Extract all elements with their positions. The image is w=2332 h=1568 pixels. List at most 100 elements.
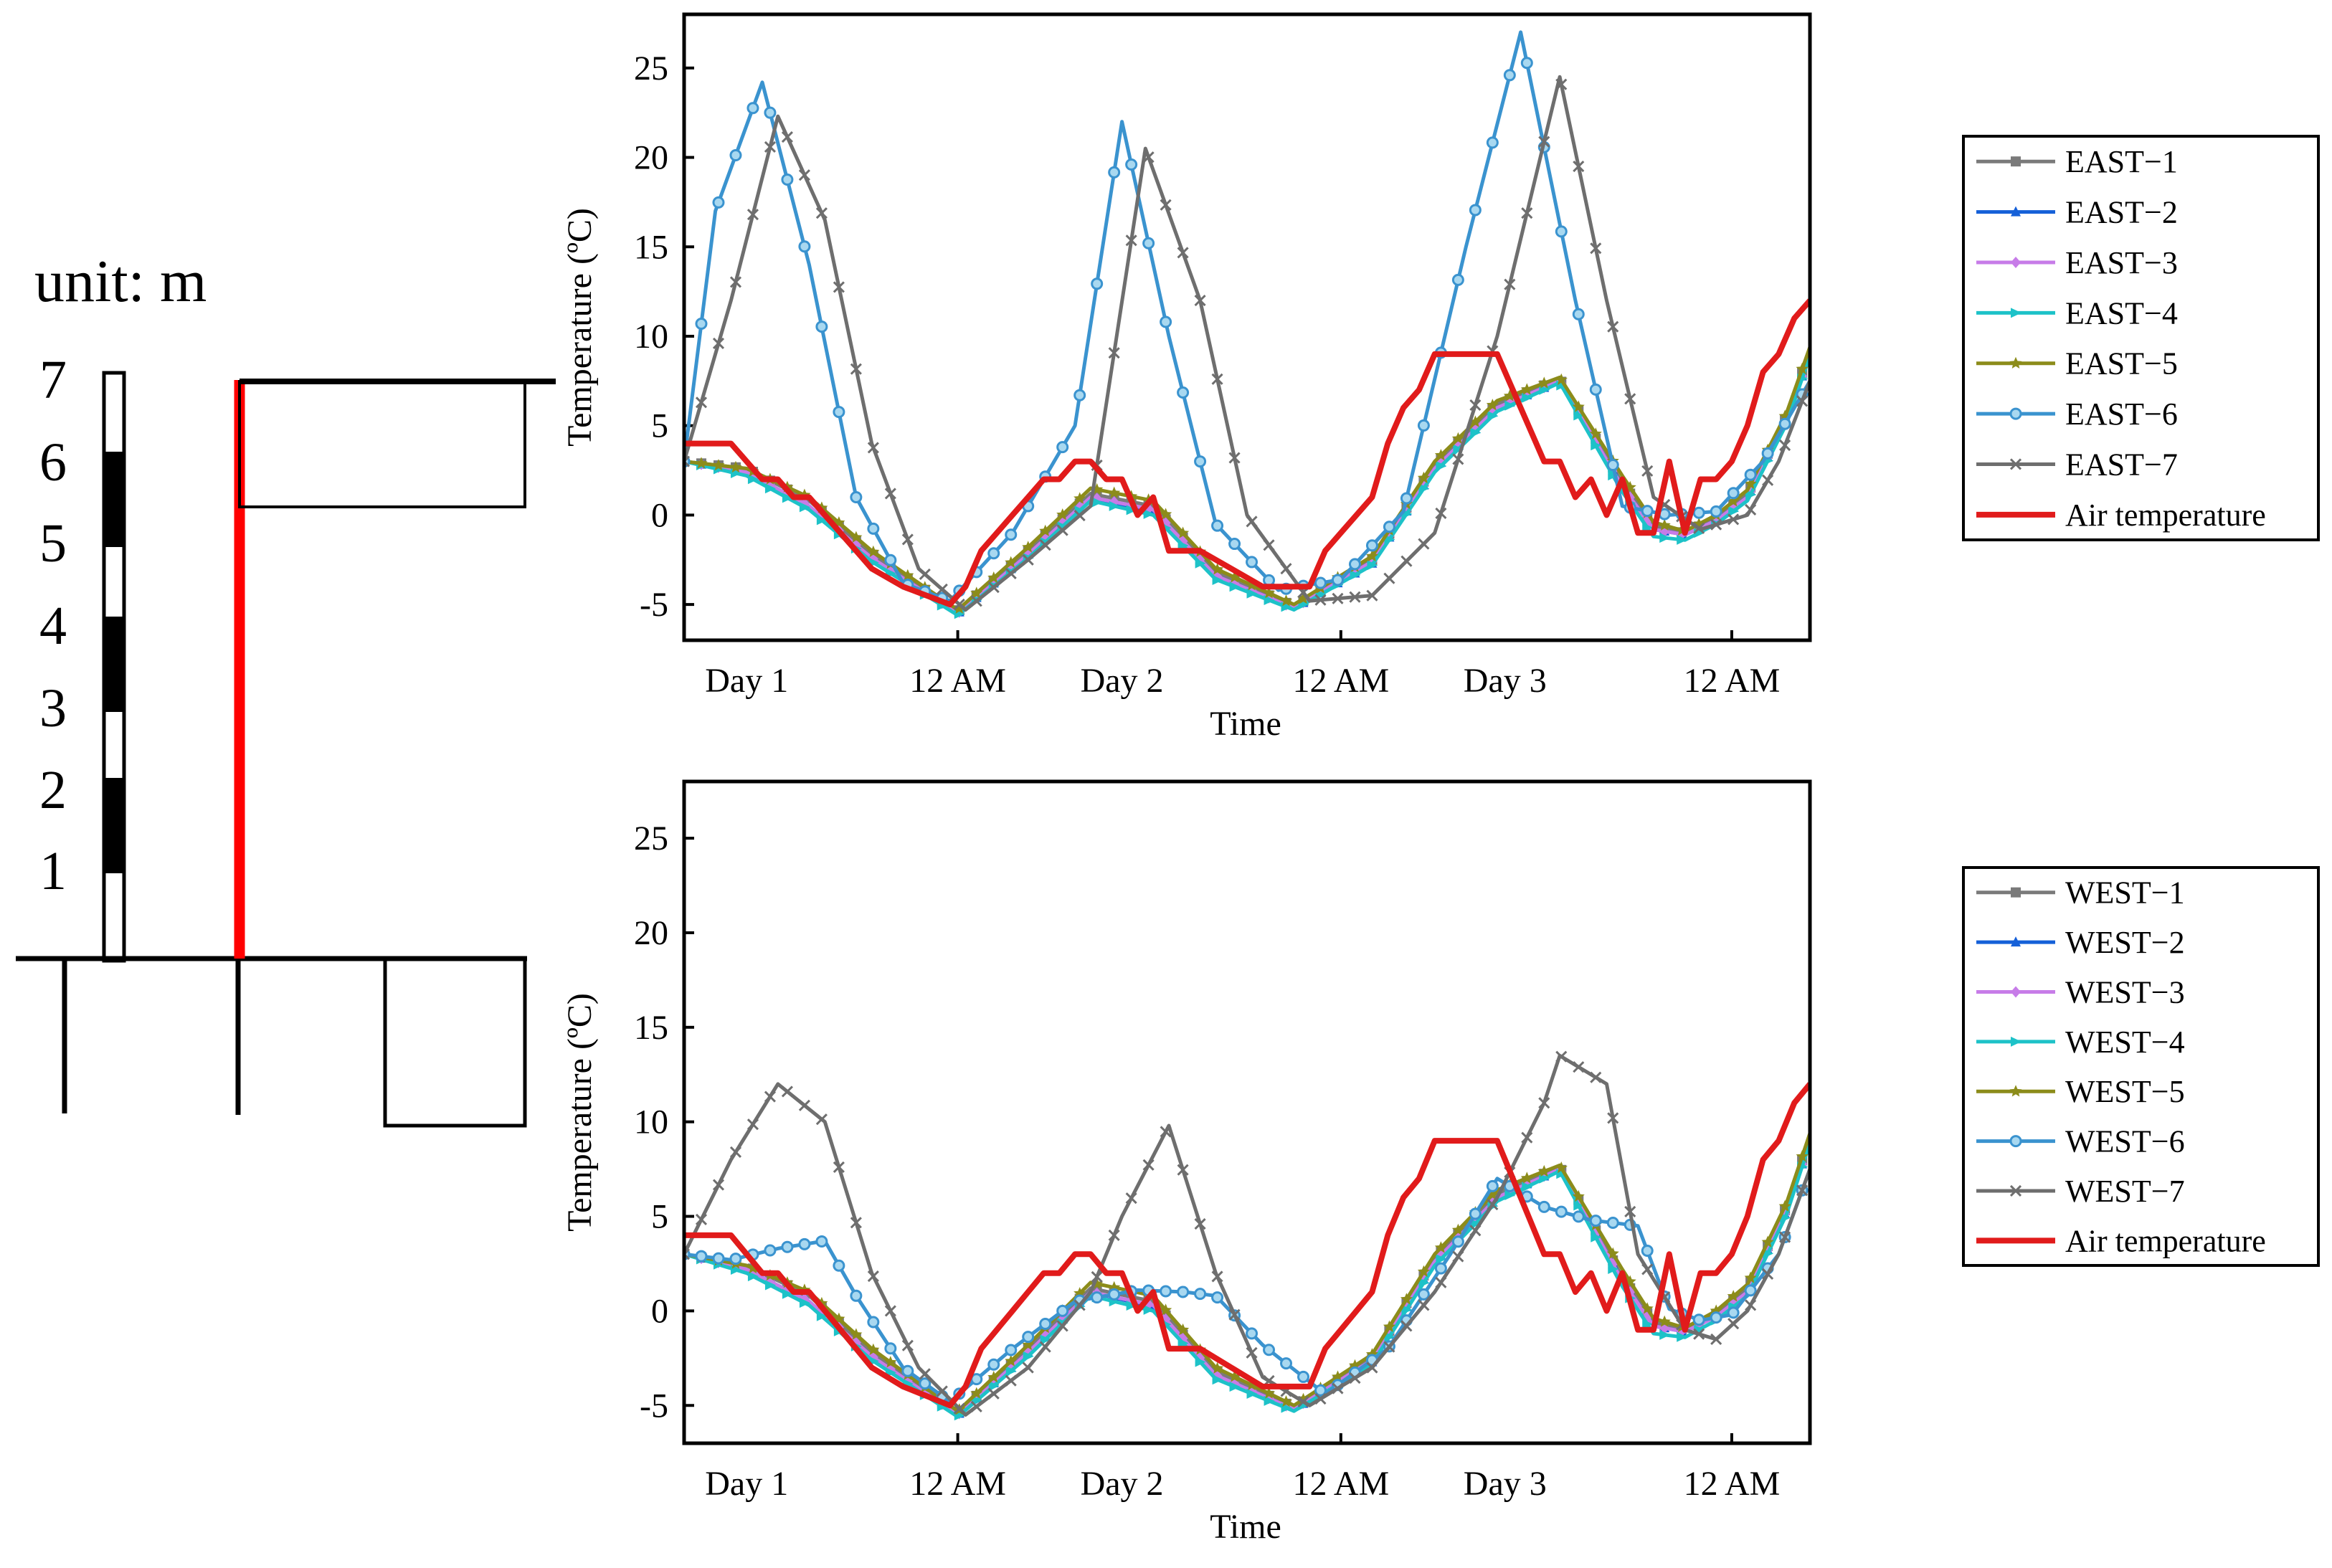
point-east-5 xyxy=(1555,373,1568,386)
point-west-5 xyxy=(1555,1161,1568,1174)
point-east-7 xyxy=(1142,151,1155,163)
point-east-7 xyxy=(1727,513,1740,526)
point-west-5 xyxy=(1331,1370,1344,1382)
point-west-6 xyxy=(1160,1285,1172,1298)
point-east-7 xyxy=(712,337,725,350)
point-west-6 xyxy=(1280,1357,1293,1370)
point-east-5 xyxy=(1297,592,1310,604)
x-tick-label: 12 AM xyxy=(909,1465,1006,1503)
point-east-5 xyxy=(1658,518,1671,531)
point-west-5 xyxy=(1641,1302,1654,1314)
point-east-7 xyxy=(1452,453,1464,465)
legend-marker-west-4 xyxy=(2011,1036,2021,1047)
point-east-5 xyxy=(953,602,966,614)
point-west-7 xyxy=(1211,1270,1223,1283)
point-east-4 xyxy=(747,474,759,485)
y-tick-label: 20 xyxy=(634,139,668,177)
point-east-4 xyxy=(1728,506,1740,517)
point-west-7 xyxy=(746,1118,759,1131)
point-west-4 xyxy=(1040,1334,1051,1345)
point-west-7 xyxy=(1091,1270,1103,1283)
legend-marker-east-1 xyxy=(2011,156,2021,167)
point-east-4 xyxy=(1212,575,1223,586)
point-east-5 xyxy=(1246,579,1259,591)
point-east-5 xyxy=(1451,432,1464,445)
point-west-4 xyxy=(988,1380,1000,1391)
point-west-4 xyxy=(1642,1318,1654,1329)
point-east-6 xyxy=(867,522,880,535)
point-east-4 xyxy=(1384,534,1395,545)
east-temperature-chart: -5 0 5 10 15 20 25 Day 1 12 AM Day 2 12 AM Day 3 12 … xyxy=(561,12,1812,743)
point-west-7 xyxy=(1590,1071,1602,1083)
point-west-4 xyxy=(1418,1278,1430,1288)
scale-label-5: 5 xyxy=(39,513,67,574)
point-west-7 xyxy=(1228,1308,1241,1321)
point-west-7 xyxy=(1538,1097,1550,1109)
point-east-4 xyxy=(1591,440,1602,451)
point-east-5 xyxy=(1211,563,1224,575)
point-east-6 xyxy=(1246,556,1259,569)
point-east-4 xyxy=(782,493,793,503)
point-east-5 xyxy=(970,586,983,599)
point-west-7 xyxy=(1246,1346,1258,1359)
point-west-7 xyxy=(1641,1263,1654,1275)
point-east-4 xyxy=(1229,581,1241,592)
point-east-6 xyxy=(781,173,794,186)
point-east-7 xyxy=(1056,524,1068,536)
point-east-7 xyxy=(815,207,828,219)
point-east-7 xyxy=(867,442,879,454)
point-east-6 xyxy=(746,102,759,115)
point-east-7 xyxy=(1521,207,1533,219)
point-west-4 xyxy=(1143,1304,1155,1315)
point-west-5 xyxy=(1022,1338,1035,1351)
legend-label-west-3: WEST−3 xyxy=(2065,974,2185,1009)
point-east-7 xyxy=(1039,539,1051,551)
point-west-6 xyxy=(1263,1344,1276,1356)
point-west-7 xyxy=(901,1339,914,1351)
y-tick-label: 10 xyxy=(634,1103,668,1141)
point-east-4 xyxy=(1677,534,1688,545)
point-east-6 xyxy=(1348,558,1361,571)
point-east-5 xyxy=(1744,477,1757,490)
point-east-6 xyxy=(1710,505,1722,518)
point-east-7 xyxy=(1469,399,1482,412)
legend-box xyxy=(1962,866,2320,1267)
point-east-5 xyxy=(712,459,725,471)
point-west-6 xyxy=(712,1252,725,1265)
point-east-5 xyxy=(1056,508,1069,521)
point-west-5 xyxy=(1778,1199,1791,1212)
point-west-4 xyxy=(1212,1374,1223,1385)
point-east-5 xyxy=(1520,383,1533,395)
x-tick-label: 12 AM xyxy=(1684,1465,1781,1503)
point-east-7 xyxy=(1573,160,1585,173)
point-east-6 xyxy=(1365,539,1378,552)
point-east-4 xyxy=(1470,427,1482,438)
point-east-7 xyxy=(1228,452,1241,464)
point-west-6 xyxy=(1314,1384,1327,1397)
point-west-7 xyxy=(764,1091,776,1103)
point-east-7 xyxy=(1538,136,1550,148)
y-tick-label: 25 xyxy=(634,819,668,857)
x-tick-label: Day 3 xyxy=(1464,662,1547,700)
point-east-5 xyxy=(1108,486,1121,498)
legend-marker-east-5 xyxy=(2009,356,2022,369)
point-west-7 xyxy=(1469,1225,1482,1237)
point-west-5 xyxy=(1400,1293,1413,1305)
point-east-7 xyxy=(684,455,691,467)
point-east-6 xyxy=(884,553,897,566)
x-tick-label: Day 1 xyxy=(705,1465,788,1503)
point-east-6 xyxy=(1073,389,1086,401)
point-east-6 xyxy=(1417,419,1430,432)
point-east-5 xyxy=(1572,400,1585,412)
point-east-6 xyxy=(729,149,742,162)
plot-area xyxy=(684,1050,1810,1421)
point-west-7 xyxy=(987,1387,1000,1400)
point-east-7 xyxy=(1314,594,1327,606)
point-east-5 xyxy=(1280,594,1293,607)
point-west-5 xyxy=(1263,1387,1276,1399)
legend-marker-east-3 xyxy=(2011,256,2021,268)
point-east-7 xyxy=(1624,393,1636,405)
point-west-6 xyxy=(867,1316,880,1329)
legend-marker-west-3 xyxy=(2011,986,2021,998)
point-east-4 xyxy=(1418,483,1430,494)
